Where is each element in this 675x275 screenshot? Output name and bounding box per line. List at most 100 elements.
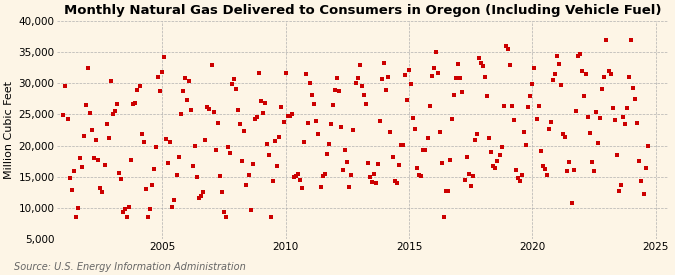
- Point: [182, 98, 192, 103]
- Point: [515, 178, 526, 183]
- Point: [101, 122, 112, 126]
- Point: [628, 86, 639, 90]
- Point: [435, 130, 446, 134]
- Point: [387, 155, 398, 159]
- Point: [504, 63, 515, 68]
- Point: [87, 128, 98, 132]
- Point: [256, 98, 267, 103]
- Point: [392, 180, 402, 185]
- Point: [117, 210, 128, 214]
- Point: [379, 61, 389, 66]
- Point: [119, 207, 130, 211]
- Point: [523, 105, 534, 110]
- Point: [510, 168, 521, 172]
- Point: [144, 207, 155, 211]
- Point: [599, 75, 610, 79]
- Point: [346, 173, 357, 177]
- Point: [249, 117, 260, 121]
- Point: [235, 122, 246, 127]
- Point: [72, 205, 83, 210]
- Point: [568, 168, 579, 173]
- Point: [490, 166, 501, 170]
- Point: [340, 147, 350, 152]
- Point: [603, 69, 614, 73]
- Point: [551, 54, 562, 58]
- Point: [597, 87, 608, 92]
- Point: [496, 145, 507, 149]
- Point: [484, 136, 495, 140]
- Point: [335, 125, 346, 129]
- Point: [192, 175, 202, 180]
- Point: [636, 178, 647, 183]
- Point: [122, 215, 132, 219]
- Point: [227, 82, 238, 87]
- Point: [467, 174, 478, 178]
- Point: [394, 163, 404, 167]
- Point: [146, 183, 157, 187]
- Point: [217, 190, 227, 194]
- Point: [377, 77, 387, 82]
- Point: [549, 72, 560, 76]
- Point: [429, 66, 439, 70]
- Point: [95, 186, 106, 191]
- Point: [136, 132, 147, 136]
- Point: [404, 68, 414, 72]
- Point: [506, 103, 517, 108]
- Point: [196, 193, 207, 198]
- Point: [215, 174, 225, 178]
- Point: [204, 107, 215, 111]
- Point: [620, 122, 630, 126]
- Point: [184, 78, 194, 83]
- Point: [381, 88, 392, 92]
- Point: [128, 102, 139, 106]
- Point: [64, 176, 75, 180]
- Point: [243, 173, 254, 178]
- Point: [313, 132, 324, 136]
- Point: [632, 121, 643, 125]
- Point: [169, 198, 180, 202]
- Point: [62, 117, 73, 121]
- Point: [601, 38, 612, 42]
- Point: [512, 176, 523, 181]
- Point: [190, 144, 200, 148]
- Point: [570, 108, 581, 113]
- Point: [163, 161, 173, 165]
- Point: [91, 137, 102, 142]
- Point: [134, 84, 145, 88]
- Point: [465, 184, 476, 188]
- Point: [58, 112, 69, 117]
- Point: [371, 181, 381, 186]
- Point: [251, 115, 262, 120]
- Point: [85, 111, 96, 115]
- Point: [221, 215, 232, 219]
- Point: [583, 114, 593, 119]
- Point: [593, 141, 603, 145]
- Point: [480, 75, 491, 79]
- Point: [455, 75, 466, 80]
- Point: [624, 75, 634, 79]
- Point: [373, 161, 383, 166]
- Point: [262, 142, 273, 147]
- Point: [325, 122, 336, 126]
- Point: [564, 160, 575, 164]
- Point: [543, 126, 554, 131]
- Point: [574, 52, 585, 56]
- Point: [640, 166, 651, 170]
- Point: [398, 142, 408, 147]
- Point: [157, 70, 167, 74]
- Point: [148, 166, 159, 171]
- Point: [278, 120, 289, 124]
- Point: [225, 151, 236, 155]
- Point: [350, 80, 361, 85]
- Point: [132, 88, 143, 93]
- Point: [545, 120, 556, 124]
- Point: [219, 210, 230, 214]
- Point: [241, 183, 252, 187]
- Point: [329, 87, 340, 92]
- Point: [476, 61, 487, 66]
- Point: [369, 172, 379, 177]
- Point: [618, 115, 628, 119]
- Point: [412, 166, 423, 170]
- Point: [580, 72, 591, 76]
- Point: [284, 113, 295, 118]
